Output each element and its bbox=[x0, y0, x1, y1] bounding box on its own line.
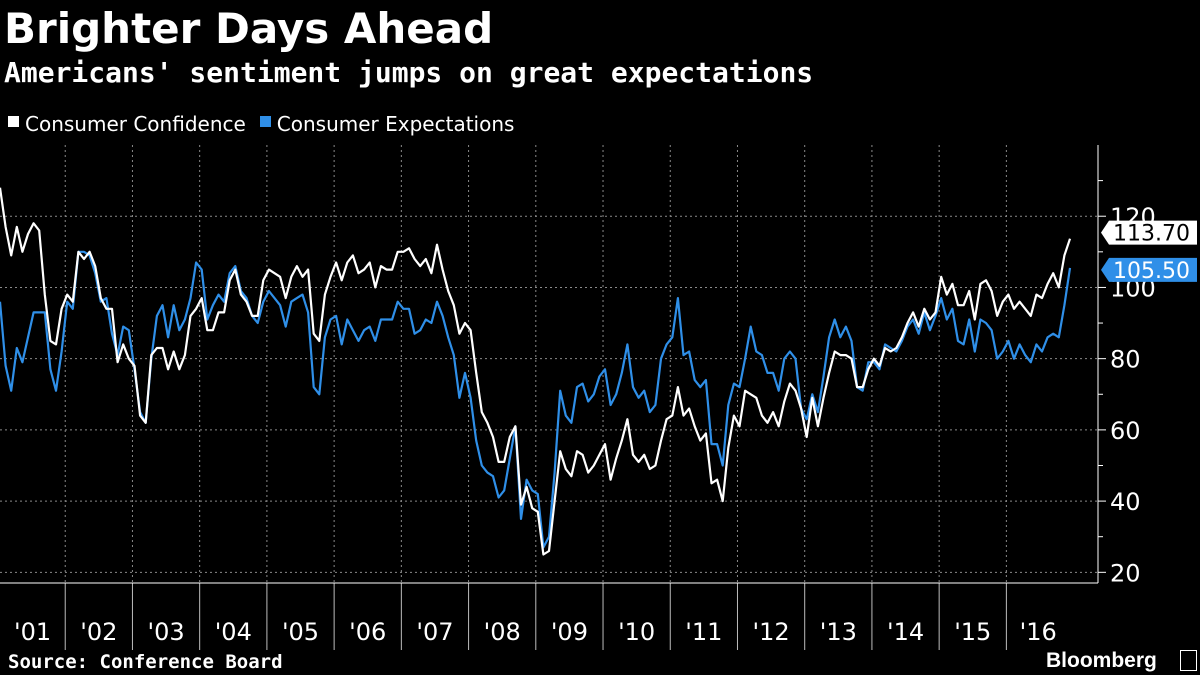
legend-swatch-expectations bbox=[259, 116, 271, 127]
bloomberg-terminal-icon bbox=[1180, 650, 1197, 671]
x-tick-label: '01 bbox=[14, 618, 51, 646]
x-tick-label: '09 bbox=[551, 618, 588, 646]
y-tick-label: 20 bbox=[1110, 559, 1141, 587]
legend-item-confidence: Consumer Confidence bbox=[8, 112, 246, 136]
x-tick-label: '16 bbox=[1020, 618, 1057, 646]
y-tick-label: 80 bbox=[1110, 346, 1141, 374]
y-tick-label: 60 bbox=[1110, 417, 1141, 445]
y-tick-label: 40 bbox=[1110, 488, 1141, 516]
legend-swatch-confidence bbox=[8, 116, 19, 127]
last-value-label-confidence-box bbox=[1101, 220, 1197, 245]
source-note: Source: Conference Board bbox=[8, 651, 283, 673]
x-tick-label: '07 bbox=[416, 618, 453, 646]
x-tick-label: '13 bbox=[820, 618, 857, 646]
x-tick-label: '03 bbox=[147, 618, 184, 646]
x-tick-label: '04 bbox=[215, 618, 252, 646]
last-value-label-expectations-box bbox=[1101, 257, 1197, 282]
x-tick-label: '14 bbox=[887, 618, 924, 646]
x-tick-label: '05 bbox=[282, 618, 319, 646]
series-line-consumer-confidence bbox=[0, 187, 1072, 556]
last-value-label-confidence: 113.70 bbox=[1113, 222, 1190, 247]
bloomberg-logo: Bloomberg bbox=[1046, 649, 1157, 672]
legend-item-expectations: Consumer Expectations bbox=[259, 112, 515, 136]
series-line-consumer-expectations bbox=[0, 250, 1072, 549]
x-tick-label: '15 bbox=[954, 618, 991, 646]
x-tick-label: '11 bbox=[685, 618, 722, 646]
chart-title: Brighter Days Ahead bbox=[4, 4, 494, 53]
legend: Consumer Confidence Consumer Expectation… bbox=[8, 110, 528, 138]
x-tick-label: '12 bbox=[753, 618, 790, 646]
x-tick-label: '10 bbox=[618, 618, 655, 646]
last-value-label-expectations: 105.50 bbox=[1113, 259, 1190, 284]
legend-label-expectations: Consumer Expectations bbox=[276, 112, 515, 136]
x-tick-label: '02 bbox=[80, 618, 117, 646]
x-tick-label: '06 bbox=[349, 618, 386, 646]
x-tick-label: '08 bbox=[484, 618, 521, 646]
legend-label-confidence: Consumer Confidence bbox=[25, 112, 246, 136]
chart-subtitle: Americans' sentiment jumps on great expe… bbox=[4, 56, 814, 89]
